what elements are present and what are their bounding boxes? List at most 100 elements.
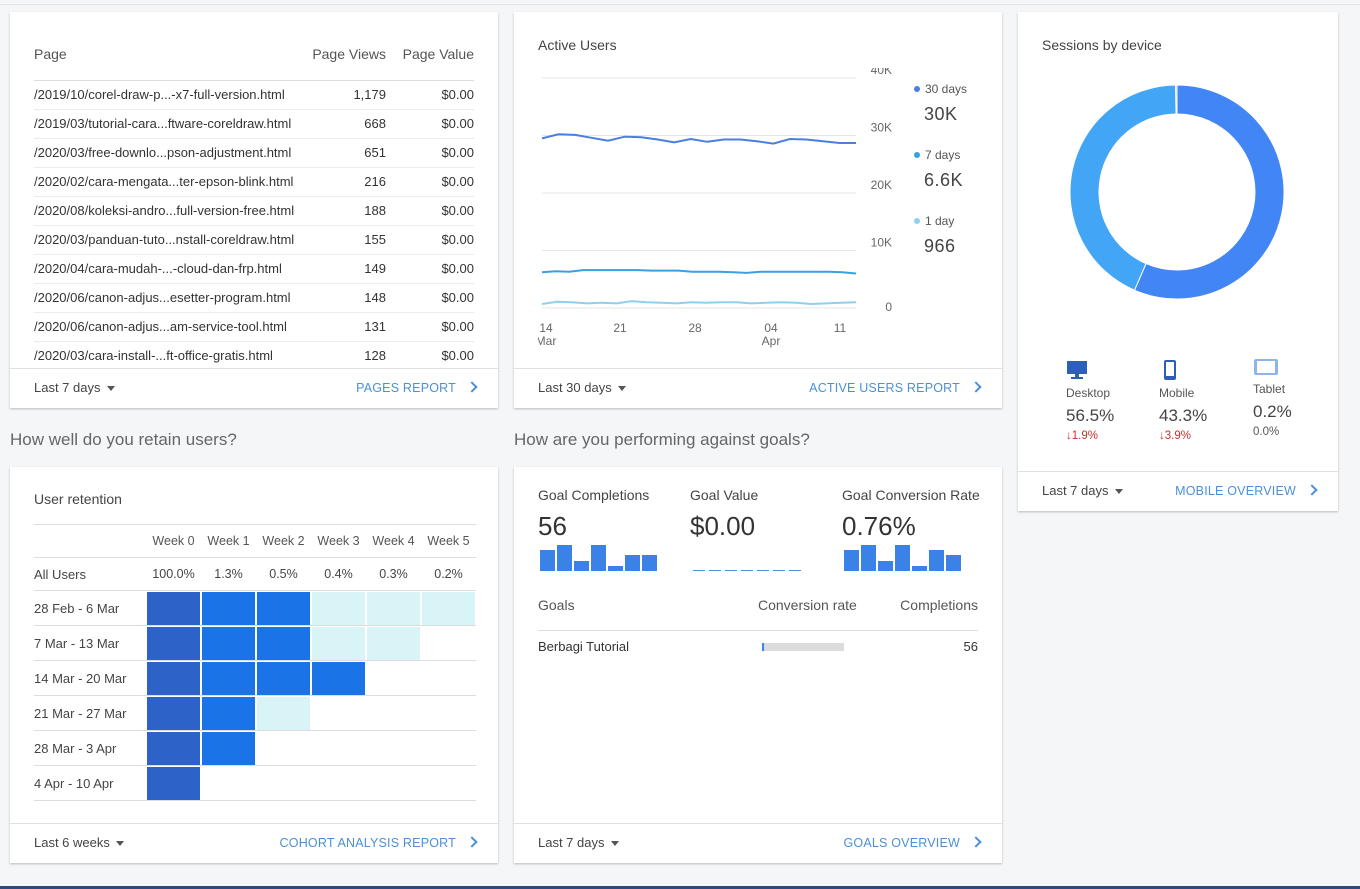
active-users-title: Active Users [538,37,617,53]
spark-bar [946,555,961,571]
retention-cell[interactable] [201,590,256,626]
retention-footer: Last 6 weeks COHORT ANALYSIS REPORT [10,823,498,863]
page-views-value: 188 [296,196,386,226]
page-path[interactable]: /2020/06/canon-adjus...esetter-program.h… [34,283,296,313]
caret-down-icon [115,841,124,847]
spark-bar [557,545,572,571]
page-path[interactable]: /2020/08/koleksi-andro...full-version-fr… [34,196,296,226]
retention-cell[interactable] [146,695,201,731]
cohort-analysis-link[interactable]: COHORT ANALYSIS REPORT [280,836,478,850]
caret-down-icon [617,386,626,392]
retention-range-dropdown[interactable]: Last 6 weeks [34,835,124,850]
chevron-right-icon [466,836,478,848]
retention-cell[interactable] [421,590,476,626]
page-path[interactable]: /2020/03/free-downlo...pson-adjustment.h… [34,138,296,168]
page-path[interactable]: /2020/03/panduan-tuto...nstall-coreldraw… [34,225,296,255]
desktop-icon [1067,361,1087,379]
retention-cell[interactable] [256,590,311,626]
week-header: Week 2 [256,524,311,558]
retention-cell[interactable] [146,625,201,661]
page-views-value: 149 [296,254,386,284]
retention-cell[interactable] [146,660,201,696]
active-users-report-link[interactable]: ACTIVE USERS REPORT [809,381,982,395]
chevron-right-icon [970,836,982,848]
device-tablet: Tablet 0.2% 0.0% [1253,358,1323,438]
donut-slice-tablet[interactable] [1175,84,1178,115]
chevron-right-icon [1306,484,1318,496]
top-divider [0,4,1360,5]
retention-empty-cell [421,765,476,801]
page-path[interactable]: /2020/02/cara-mengata...ter-epson-blink.… [34,167,296,197]
page-path[interactable]: /2020/03/cara-install-...ft-office-grati… [34,348,273,364]
spark-bar [912,566,927,571]
retention-range-label: Last 6 weeks [34,835,110,850]
retention-cell[interactable] [146,730,201,766]
table-row: /2020/04/cara-mudah-...-cloud-dan-frp.ht… [34,254,474,284]
week-header: Week 3 [311,524,366,558]
page-path[interactable]: /2019/10/corel-draw-p...-x7-full-version… [34,80,296,110]
page-path[interactable]: /2020/04/cara-mudah-...-cloud-dan-frp.ht… [34,254,296,284]
legend-label: 7 days [914,148,963,162]
retention-cell[interactable] [256,695,311,731]
retention-cell[interactable] [311,660,366,696]
goals-table-divider [538,630,978,631]
legend-value: 6.6K [924,170,964,190]
page-value-value: $0.00 [386,283,474,313]
retention-cell[interactable] [311,590,366,626]
retention-cell[interactable] [146,765,201,801]
active-users-range-dropdown[interactable]: Last 30 days [538,380,626,395]
retention-empty-cell [421,625,476,661]
x-tick-month: Mar [538,334,556,348]
retention-cell[interactable] [256,625,311,661]
donut-slice-mobile[interactable] [1069,84,1177,291]
retention-cell-fill [147,661,200,695]
retention-cell-fill [367,591,420,625]
goal-value-label: Goal Value [690,487,759,503]
goal-value-metric: Goal Value $0.00 [690,487,758,542]
goals-range-dropdown[interactable]: Last 7 days [538,835,619,850]
retention-cell[interactable] [201,625,256,661]
retention-cell[interactable] [201,695,256,731]
retention-cell[interactable] [201,730,256,766]
retention-cell[interactable] [366,590,421,626]
page-value-value: $0.00 [386,196,474,226]
donut-slice-desktop[interactable] [1133,84,1285,300]
week-header: Week 1 [201,524,256,558]
legend-label: 30 days [914,82,967,96]
pages-report-link[interactable]: PAGES REPORT [356,381,478,395]
page-value-value: $0.00 [386,80,474,110]
retention-cell[interactable] [311,625,366,661]
table-row: /2020/06/canon-adjus...am-service-tool.h… [34,312,474,342]
retention-cell[interactable] [256,660,311,696]
retention-empty-cell [421,695,476,731]
goal-value-value: $0.00 [690,511,756,541]
y-tick-label: 30K [871,121,892,135]
retention-cell[interactable] [146,590,201,626]
spark-bar [741,570,753,571]
goals-section-heading: How are you performing against goals? [514,430,810,449]
x-tick-label: 28 [688,321,702,335]
pages-range-label: Last 7 days [34,380,101,395]
page-path[interactable]: /2020/06/canon-adjus...am-service-tool.h… [34,312,296,342]
goal-conversion-value: 0.76% [842,511,916,541]
page-value-value: $0.00 [386,138,474,168]
week-header: Week 0 [146,524,201,558]
retention-cell-fill [422,591,475,625]
sessions-range-dropdown[interactable]: Last 7 days [1042,483,1123,498]
retention-header-row: Week 0 Week 1 Week 2 Week 3 Week 4 Week 5 [34,524,476,558]
tablet-percent: 0.2% [1253,402,1292,421]
retention-cell[interactable] [201,660,256,696]
spark-bar [540,550,555,571]
mobile-overview-link[interactable]: MOBILE OVERVIEW [1175,484,1318,498]
pages-range-dropdown[interactable]: Last 7 days [34,380,115,395]
retention-cell-fill [202,731,255,765]
retention-cohort-row: 4 Apr - 10 Apr [34,765,476,801]
page-value-value: $0.00 [386,225,474,255]
all-users-value: 0.2% [421,557,476,591]
x-tick-label: 04 Apr [762,321,781,348]
retention-cell[interactable] [366,625,421,661]
goals-overview-link[interactable]: GOALS OVERVIEW [844,836,982,850]
spark-bar [844,550,859,571]
goal-completions-sparkline [540,543,659,571]
page-path[interactable]: /2019/03/tutorial-cara...ftware-coreldra… [34,109,296,139]
